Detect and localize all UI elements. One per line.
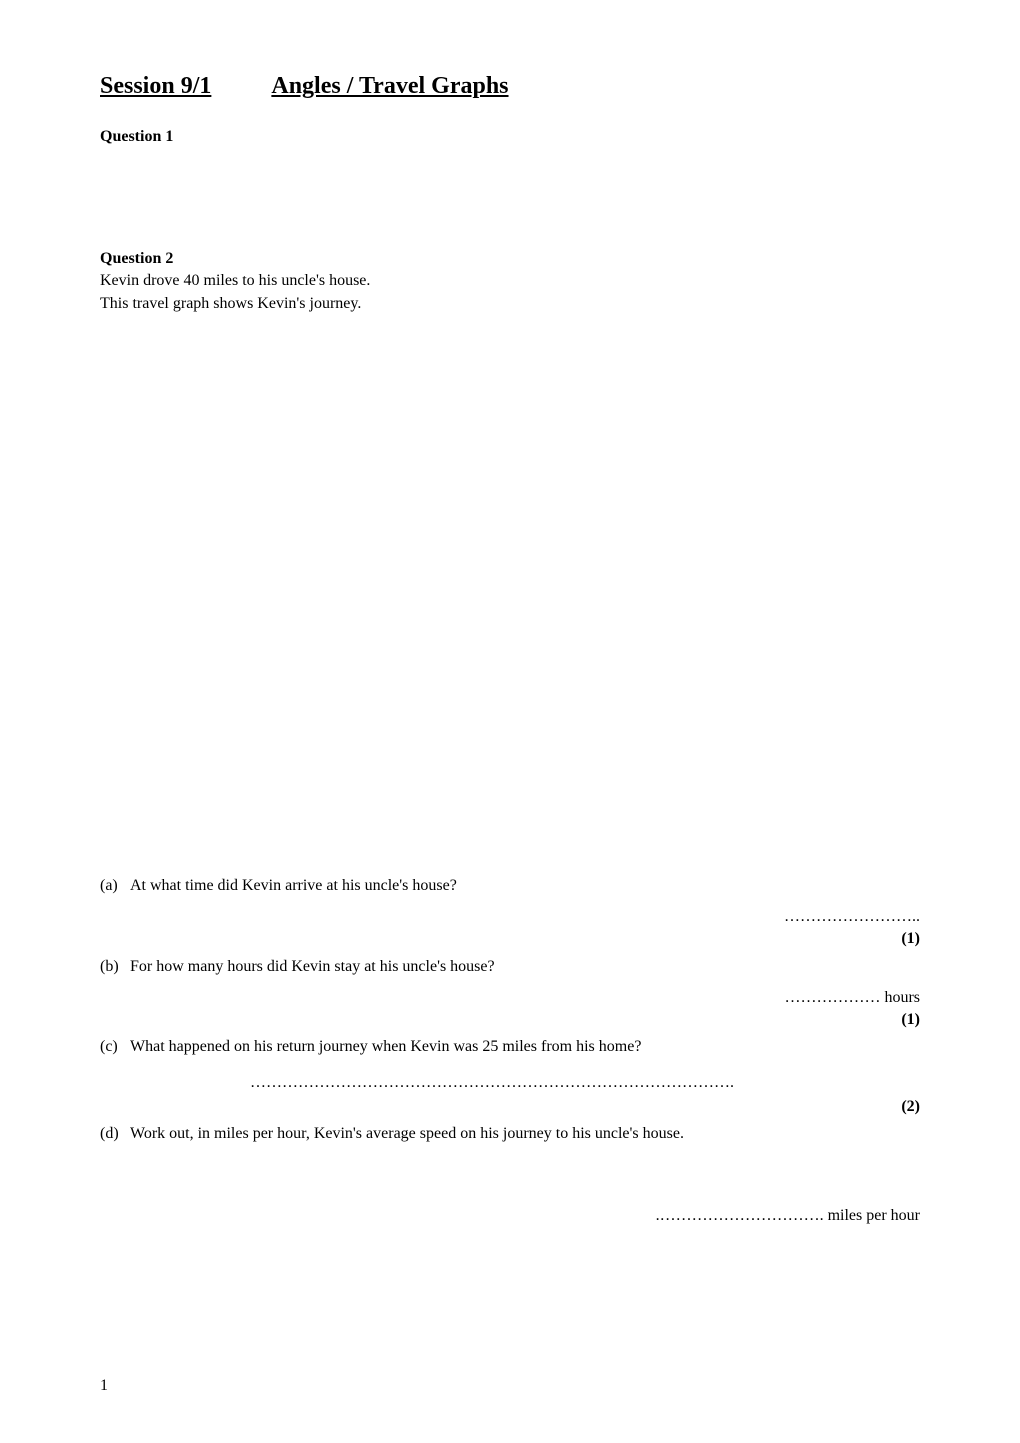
part-b-answer: ……………… hours <box>130 987 920 1009</box>
q2-intro-line1: Kevin drove 40 miles to his uncle's hous… <box>100 270 920 292</box>
part-c-letter: (c) <box>100 1036 130 1117</box>
part-b: (b) For how many hours did Kevin stay at… <box>100 956 920 1031</box>
part-b-marks: (1) <box>130 1009 920 1031</box>
question-2-label: Question 2 <box>100 248 920 270</box>
part-c: (c) What happened on his return journey … <box>100 1036 920 1117</box>
part-c-answer: ………………………………………………………………………………. <box>250 1072 920 1094</box>
title-topic: Angles / Travel Graphs <box>271 73 508 99</box>
page-title: Session 9/1 Angles / Travel Graphs <box>100 70 920 102</box>
question-1-label: Question 1 <box>100 126 920 148</box>
part-b-text: For how many hours did Kevin stay at his… <box>130 956 920 978</box>
part-d-letter: (d) <box>100 1123 130 1145</box>
q2-intro-line2: This travel graph shows Kevin's journey. <box>100 293 920 315</box>
part-d: (d) Work out, in miles per hour, Kevin's… <box>100 1123 920 1145</box>
part-a-text: At what time did Kevin arrive at his unc… <box>130 875 920 897</box>
part-a-answer: …………………….. <box>130 906 920 928</box>
part-d-text: Work out, in miles per hour, Kevin's ave… <box>130 1123 920 1145</box>
part-a-letter: (a) <box>100 875 130 950</box>
part-c-text: What happened on his return journey when… <box>130 1036 920 1058</box>
part-d-answer: .…………………………. miles per hour <box>100 1205 920 1227</box>
part-b-letter: (b) <box>100 956 130 1031</box>
graph-placeholder <box>100 315 920 875</box>
page-number: 1 <box>100 1375 108 1397</box>
part-c-marks: (2) <box>130 1096 920 1118</box>
part-a-marks: (1) <box>130 928 920 950</box>
title-session: Session 9/1 <box>100 73 211 99</box>
part-a: (a) At what time did Kevin arrive at his… <box>100 875 920 950</box>
